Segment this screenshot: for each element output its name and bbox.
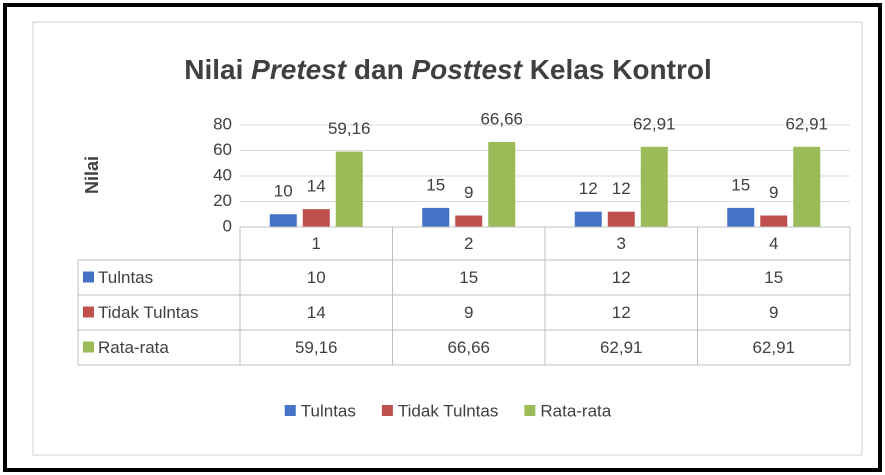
y-axis-label: Nilai	[82, 156, 102, 194]
legend-label: Tulntas	[301, 401, 356, 420]
legend-label: Tidak Tulntas	[398, 401, 498, 420]
y-tick-label: 60	[213, 140, 232, 159]
data-label: 10	[274, 182, 293, 201]
legend-label: Rata-rata	[540, 401, 611, 420]
table-legend-swatch	[83, 341, 94, 353]
chart-border	[32, 21, 863, 456]
table-cell: 14	[307, 303, 326, 322]
legend-swatch	[381, 405, 393, 416]
bar	[760, 215, 788, 227]
bar	[793, 146, 821, 227]
bar	[640, 146, 668, 227]
data-label: 59,16	[328, 119, 371, 138]
bar	[269, 214, 297, 227]
data-label: 9	[464, 183, 473, 202]
data-label: 62,91	[785, 114, 828, 133]
outer-frame	[3, 3, 882, 472]
x-tick-label: 2	[464, 234, 473, 253]
table-cell: 12	[612, 268, 631, 287]
table-row-label: Rata-rata	[98, 338, 169, 357]
x-tick-label: 1	[312, 234, 321, 253]
y-tick-label: 0	[223, 216, 232, 235]
legend-swatch	[284, 405, 296, 416]
table-cell: 59,16	[295, 338, 338, 357]
table-row-label: Tidak Tulntas	[98, 303, 198, 322]
table-cell: 62,91	[752, 338, 795, 357]
bar	[607, 211, 635, 227]
table-cell: 12	[612, 303, 631, 322]
table-legend-swatch	[83, 271, 94, 283]
y-tick-label: 20	[213, 191, 232, 210]
data-label: 9	[769, 183, 778, 202]
data-label: 15	[731, 175, 750, 194]
data-label: 15	[426, 175, 445, 194]
data-label: 12	[579, 179, 598, 198]
table-cell: 15	[459, 268, 478, 287]
y-tick-label: 80	[213, 114, 232, 133]
legend-swatch	[524, 405, 536, 416]
table-cell: 15	[764, 268, 783, 287]
chart-title: Nilai Pretest dan Posttest Kelas Kontrol	[184, 54, 711, 85]
x-tick-label: 3	[617, 234, 626, 253]
data-label: 66,66	[480, 109, 523, 128]
table-cell: 9	[769, 303, 778, 322]
x-tick-label: 4	[769, 234, 778, 253]
data-label: 12	[612, 179, 631, 198]
bar	[574, 211, 602, 227]
bar	[422, 207, 450, 227]
y-tick-label: 40	[213, 165, 232, 184]
data-label: 62,91	[633, 114, 676, 133]
table-cell: 10	[307, 268, 326, 287]
table-cell: 62,91	[600, 338, 643, 357]
table-cell: 66,66	[447, 338, 490, 357]
bar	[455, 215, 483, 227]
table-row-label: Tulntas	[98, 268, 153, 287]
table-cell: 9	[464, 303, 473, 322]
bar	[488, 142, 516, 227]
table-legend-swatch	[83, 306, 94, 318]
data-label: 14	[307, 177, 326, 196]
bar	[302, 209, 330, 227]
bar	[727, 207, 755, 227]
bar	[335, 151, 363, 227]
